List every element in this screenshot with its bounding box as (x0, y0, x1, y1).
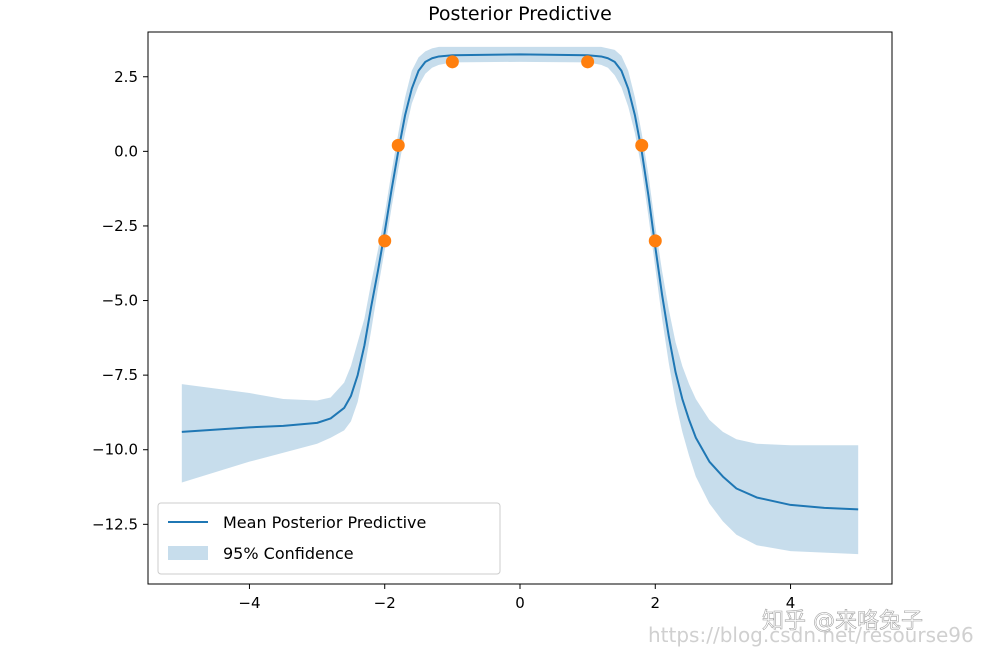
chart-title: Posterior Predictive (428, 3, 612, 25)
observed-point (445, 55, 459, 69)
legend-confidence-label: 95% Confidence (223, 544, 354, 563)
observed-point (581, 55, 595, 69)
y-tick-label: −10.0 (92, 441, 138, 459)
x-tick-label: 2 (650, 594, 660, 612)
legend-box (157, 502, 501, 575)
observed-point (391, 138, 405, 152)
observed-point (378, 234, 392, 248)
observed-points-layer (378, 55, 662, 248)
x-tick-label: 0 (515, 594, 525, 612)
legend-confidence-swatch (168, 546, 208, 560)
x-axis-ticks: −4 −2 0 2 4 (238, 584, 795, 612)
x-tick-label: −2 (374, 594, 396, 612)
legend: Mean Posterior Predictive 95% Confidence (157, 502, 501, 575)
legend-mean-label: Mean Posterior Predictive (223, 513, 426, 532)
observed-point (635, 138, 649, 152)
confidence-band-layer (181, 46, 859, 555)
x-tick-label: −4 (238, 594, 260, 612)
observed-point (648, 234, 662, 248)
mean-posterior-line (181, 53, 859, 511)
y-tick-label: 0.0 (114, 142, 138, 160)
y-tick-label: 2.5 (114, 68, 138, 86)
x-tick-label: 4 (786, 594, 796, 612)
confidence-band (181, 46, 859, 555)
zhihu-watermark: 知乎 @来咯兔子 (762, 609, 923, 634)
y-tick-label: −7.5 (102, 366, 138, 384)
y-axis-ticks: 2.5 0.0 −2.5 −5.0 −7.5 −10.0 −12.5 (92, 68, 148, 533)
csdn-watermark: https://blog.csdn.net/resourse96 (648, 623, 974, 647)
y-tick-label: −12.5 (92, 515, 138, 533)
mean-line-layer (181, 53, 859, 511)
y-tick-label: −2.5 (102, 217, 138, 235)
y-tick-label: −5.0 (102, 292, 138, 310)
